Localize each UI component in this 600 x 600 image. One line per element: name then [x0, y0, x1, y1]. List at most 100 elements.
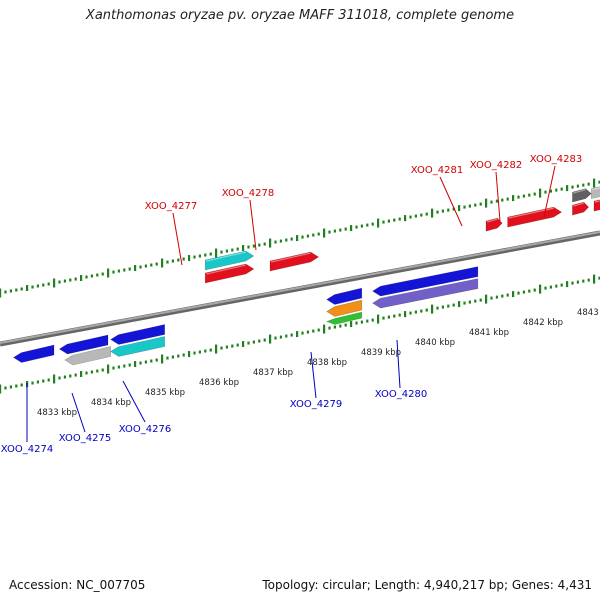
scale-tick: [9, 385, 12, 389]
scale-tick: [360, 320, 363, 324]
gene-feature: [326, 287, 363, 305]
scale-tick: [371, 222, 374, 226]
scale-tick: [225, 345, 228, 349]
gene-feature: [372, 266, 479, 297]
scale-tick: [220, 250, 223, 254]
scale-tick: [161, 354, 164, 364]
label-leader-lines: [26, 165, 556, 442]
scale-tick: [166, 356, 169, 360]
scale-tick: [452, 303, 455, 307]
scale-tick: [247, 245, 250, 249]
scale-tick: [344, 323, 347, 327]
scale-tick: [26, 285, 29, 292]
scale-tick: [161, 258, 164, 268]
gene-feature-highlight: [111, 336, 157, 349]
scale-tick: [80, 371, 83, 378]
gene-feature: [485, 217, 503, 232]
scale-tick: [274, 336, 277, 340]
scale-tick: [447, 304, 450, 308]
scale-tick: [409, 215, 412, 219]
scale-tick: [441, 305, 444, 309]
leader-line: [396, 339, 401, 389]
leader-line: [439, 176, 463, 227]
scale-tick: [204, 253, 207, 257]
gene-label-forward[interactable]: XOO_4281: [411, 165, 463, 176]
scale-tick: [533, 192, 536, 196]
scale-tick: [139, 361, 142, 365]
scale-tick: [53, 374, 56, 384]
scale-tick: [247, 341, 250, 345]
scale-tick: [409, 311, 412, 315]
gene-label-forward[interactable]: XOO_4283: [530, 154, 582, 165]
gene-label-forward[interactable]: XOO_4282: [470, 160, 522, 171]
gene-feature-highlight: [270, 252, 311, 263]
scale-tick: [414, 214, 417, 218]
gene-feature: [593, 199, 600, 212]
scale-tick: [263, 242, 266, 246]
scale-tick: [382, 220, 385, 224]
scale-tick: [301, 235, 304, 239]
scale-tick: [231, 344, 234, 348]
scale-tick: [593, 274, 596, 284]
gene-feature: [372, 278, 479, 309]
gene-label-reverse[interactable]: XOO_4280: [375, 389, 427, 400]
scale-tick: [420, 213, 423, 217]
scale-tick: [393, 314, 396, 318]
gene-feature: [590, 186, 600, 199]
scale-tick: [495, 199, 498, 203]
gene-label-forward[interactable]: XOO_4277: [145, 201, 197, 212]
scale-tick: [53, 278, 56, 288]
gene-feature: [12, 344, 55, 363]
scale-tick: [333, 325, 336, 329]
scale-tick: [296, 331, 299, 338]
scale-tick: [323, 228, 326, 238]
scale-tick: [468, 204, 471, 208]
scale-tick: [171, 259, 174, 263]
scale-label: 4838 kbp: [307, 358, 347, 368]
gene-label-reverse[interactable]: XOO_4274: [1, 444, 53, 455]
scale-label: 4841 kbp: [469, 328, 509, 338]
scale-tick: [69, 278, 72, 282]
gene-label-reverse[interactable]: XOO_4276: [119, 424, 171, 435]
scale-tick: [479, 202, 482, 206]
scale-tick: [490, 200, 493, 204]
gene-label-forward[interactable]: XOO_4278: [222, 188, 274, 199]
scale-tick: [566, 281, 569, 288]
scale-tick: [360, 224, 363, 228]
scale-tick: [512, 195, 515, 202]
gene-labels: XOO_4277 XOO_4278 XOO_4281 XOO_4282 XOO_…: [1, 154, 582, 455]
scale-tick: [452, 207, 455, 211]
gene-label-reverse[interactable]: XOO_4275: [59, 433, 111, 444]
gene-feature: [269, 251, 320, 272]
scale-tick: [350, 225, 353, 232]
scale-tick: [306, 330, 309, 334]
forward-scale-ticks: [0, 178, 600, 298]
scale-tick: [306, 234, 309, 238]
scale-tick: [144, 264, 147, 268]
scale-tick: [279, 335, 282, 339]
gene-feature: [110, 336, 165, 357]
scale-tick: [382, 316, 385, 320]
gene-feature-highlight: [508, 207, 554, 219]
scale-tick: [522, 290, 525, 294]
gene-label-reverse[interactable]: XOO_4279: [290, 399, 342, 410]
scale-tick: [528, 193, 531, 197]
scale-tick: [393, 218, 396, 222]
scale-tick: [463, 301, 466, 305]
scale-label: 4839 kbp: [361, 348, 401, 358]
scale-tick: [31, 381, 34, 385]
scale-tick: [490, 296, 493, 300]
scale-tick: [576, 280, 579, 284]
scale-tick: [58, 280, 61, 284]
scale-tick: [377, 314, 380, 324]
scale-tick: [398, 217, 401, 221]
scale-tick: [312, 233, 315, 237]
scale-tick: [425, 308, 428, 312]
scale-tick: [101, 368, 104, 372]
scale-tick: [566, 185, 569, 192]
scale-tick: [398, 313, 401, 317]
scale-tick: [204, 349, 207, 353]
scale-tick: [215, 248, 218, 258]
scale-tick: [279, 239, 282, 243]
scale-tick: [252, 244, 255, 248]
